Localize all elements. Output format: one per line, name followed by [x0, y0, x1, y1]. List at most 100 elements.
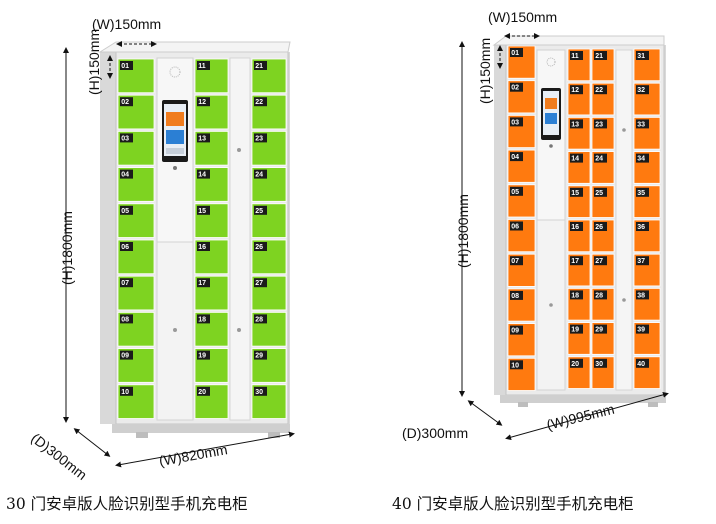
door-number: 28: [595, 292, 603, 299]
keyhole-icon: [622, 128, 626, 132]
door-number-tag: [636, 51, 649, 60]
divider-column: [615, 49, 633, 391]
door-number-tag: [120, 314, 133, 324]
door-number: 03: [121, 135, 129, 142]
door-number: 24: [595, 156, 603, 163]
door-number: 25: [255, 208, 263, 215]
door-number: 27: [595, 258, 603, 265]
door-number-tag: [197, 386, 210, 396]
door-number: 24: [255, 172, 263, 179]
locker-top: [492, 35, 665, 46]
door-number-tag: [636, 187, 649, 197]
door-number: 28: [255, 316, 263, 323]
door-number-tag: [510, 256, 523, 266]
door-number: 39: [637, 327, 645, 334]
caption-right: 40 门安卓版人脸识别型手机充电柜: [392, 495, 634, 513]
door-number: 07: [511, 258, 519, 265]
door-number: 10: [511, 362, 519, 369]
door-number-tag: [636, 324, 649, 334]
door-number: 23: [595, 121, 603, 128]
door-number-tag: [197, 278, 210, 288]
door-number: 37: [637, 258, 645, 265]
door-number: 35: [637, 190, 645, 197]
dim-height-door: (H)150mm: [477, 38, 493, 104]
door-number-tag: [594, 85, 607, 95]
door-number-tag: [594, 324, 607, 334]
locker-foot: [648, 402, 658, 407]
locker-door: [194, 58, 229, 94]
camera-icon: [173, 166, 177, 170]
door-number: 06: [121, 244, 129, 251]
door-number: 19: [571, 327, 579, 334]
door-number: 14: [571, 156, 579, 163]
door-number: 02: [121, 99, 129, 106]
door-number: 12: [571, 87, 579, 94]
camera-icon: [549, 144, 553, 148]
door-number-tag: [120, 205, 133, 215]
door-number-tag: [120, 386, 133, 396]
door-number-tag: [570, 153, 583, 163]
dim-width-top: (W)150mm: [488, 9, 557, 25]
door-number: 29: [595, 327, 603, 334]
door-number-tag: [594, 290, 607, 300]
door-number: 26: [255, 244, 263, 251]
door-number: 27: [255, 280, 263, 287]
screen-button-icon: [166, 112, 184, 126]
door-number-tag: [594, 358, 607, 368]
door-number-tag: [197, 97, 210, 107]
door-number: 26: [595, 224, 603, 231]
door-number-tag: [120, 350, 133, 360]
door-number: 30: [595, 361, 603, 368]
door-number: 10: [121, 389, 129, 396]
door-number-tag: [197, 314, 210, 324]
door-number: 34: [637, 156, 645, 163]
door-number: 17: [571, 258, 579, 265]
dim-width: (W)995mm: [545, 401, 616, 433]
door-number-tag: [636, 222, 649, 231]
locker-foot: [136, 432, 148, 438]
door-number: 06: [511, 224, 519, 231]
door-number: 16: [571, 224, 579, 231]
door-number-tag: [197, 169, 210, 179]
keyhole-icon: [237, 328, 241, 332]
door-number: 05: [121, 208, 129, 215]
door-number: 01: [511, 50, 519, 57]
door-number-tag: [636, 119, 649, 129]
door-number: 03: [511, 119, 519, 126]
door-number: 01: [121, 63, 129, 70]
door-number-tag: [120, 61, 133, 70]
door-number-tag: [120, 97, 133, 107]
door-number: 08: [121, 316, 129, 323]
door-grid: 01 02 03 04 05 06 07 08 09 10 11 12 13 14 15 16 17 18 19 20…: [507, 45, 661, 391]
door-number-tag: [570, 85, 583, 95]
door-number: 11: [198, 63, 206, 70]
door-number-tag: [510, 221, 523, 231]
door-number: 11: [571, 53, 579, 60]
locker-base: [500, 395, 666, 403]
door-number: 08: [511, 293, 519, 300]
locker-foot: [518, 402, 528, 407]
door-number-tag: [254, 169, 267, 179]
door-number: 32: [637, 87, 645, 94]
door-number-tag: [510, 117, 523, 127]
screen-button-icon: [545, 98, 557, 109]
door-number-tag: [120, 133, 133, 143]
screen-button-icon: [545, 113, 557, 124]
door-number-tag: [197, 133, 210, 143]
dim-height-door: (H)150mm: [86, 29, 102, 95]
locker-door: [194, 311, 229, 347]
locker-40-door: 01 02 03 04 05 06 07 08 09 10 11 12 13 14 15 16 17 18 19 20…: [492, 35, 666, 407]
door-number-tag: [570, 290, 583, 300]
locker-base: [112, 424, 290, 433]
door-number-tag: [254, 386, 267, 396]
screen-button-icon: [166, 130, 184, 144]
door-number: 20: [571, 361, 579, 368]
divider-column: [229, 57, 251, 421]
door-number-tag: [636, 358, 649, 368]
door-number-tag: [120, 278, 133, 288]
door-number: 33: [637, 121, 645, 128]
door-number: 36: [637, 224, 645, 231]
locker-door: [251, 311, 287, 347]
door-number-tag: [254, 133, 267, 143]
door-number: 04: [511, 154, 519, 161]
